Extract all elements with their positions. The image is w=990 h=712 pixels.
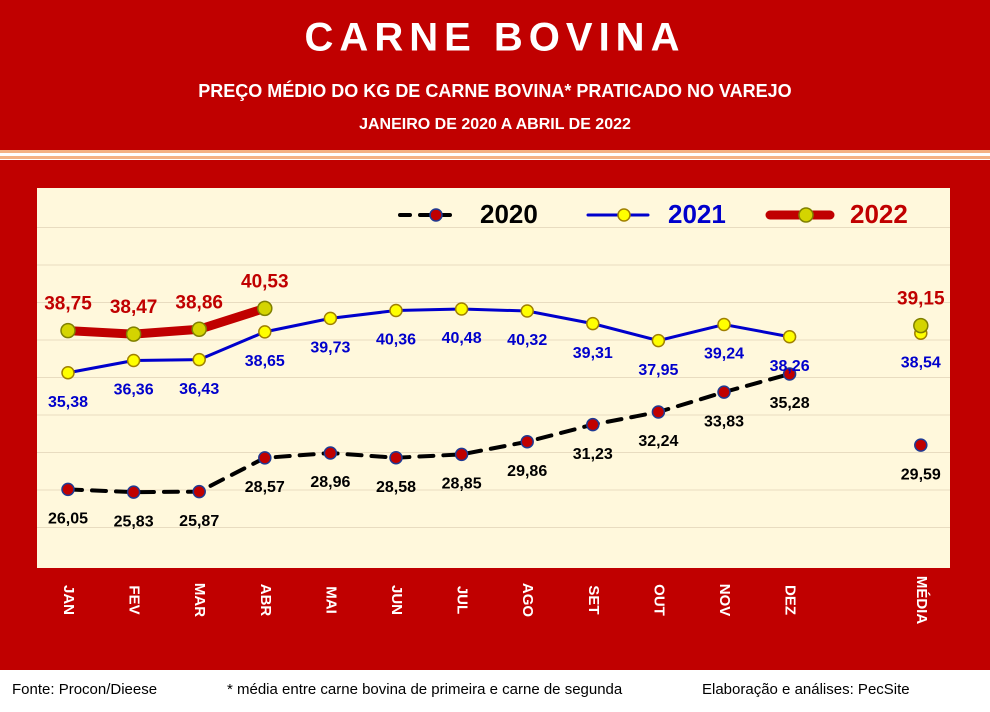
marker <box>651 405 666 419</box>
marker <box>125 326 142 342</box>
x-tick-label: ABR <box>257 584 274 617</box>
marker <box>586 316 600 331</box>
marker <box>520 435 534 449</box>
marker <box>258 451 272 465</box>
data-label: 40,32 <box>507 332 547 349</box>
series-line <box>63 303 270 339</box>
marker <box>192 484 206 499</box>
data-label: 38,86 <box>175 292 223 313</box>
marker <box>717 317 731 332</box>
marker <box>323 311 338 326</box>
data-label: 26,05 <box>48 511 88 528</box>
x-tick-label: FEV <box>126 585 143 614</box>
marker <box>191 321 207 337</box>
marker <box>586 417 600 432</box>
series-line <box>66 307 792 375</box>
marker <box>782 330 797 344</box>
x-tick-label: JAN <box>60 585 77 615</box>
data-label: 36,43 <box>179 381 219 398</box>
data-label: 31,23 <box>573 446 613 463</box>
data-label: 40,36 <box>376 332 416 349</box>
marker <box>717 385 731 399</box>
data-label: 28,58 <box>376 479 416 496</box>
x-tick-label: JUL <box>454 586 471 614</box>
x-tick-label: SET <box>585 585 602 614</box>
x-tick-label: NOV <box>716 584 733 617</box>
x-tick-label: JUN <box>388 585 405 615</box>
data-label: 28,57 <box>245 479 285 496</box>
marker <box>782 367 797 381</box>
marker <box>60 322 76 339</box>
data-label: 39,31 <box>573 345 613 362</box>
legend-marker <box>617 208 631 222</box>
marker <box>257 300 273 317</box>
marker <box>61 482 75 497</box>
data-label: 33,83 <box>704 413 744 430</box>
data-label: 38,47 <box>110 297 158 318</box>
x-tick-label: AGO <box>519 583 536 618</box>
data-label: 37,95 <box>638 362 678 379</box>
data-label: 32,24 <box>638 433 678 450</box>
subtitle: PREÇO MÉDIO DO KG DE CARNE BOVINA* PRATI… <box>198 80 791 101</box>
marker <box>454 447 469 462</box>
data-label: 38,54 <box>901 354 941 371</box>
data-label: 40,53 <box>241 271 289 292</box>
chart-title: CARNE BOVINA <box>305 16 686 60</box>
marker <box>126 485 141 499</box>
legend-label: 2020 <box>480 199 538 229</box>
data-label: 38,26 <box>770 358 810 375</box>
data-label: 35,38 <box>48 394 88 411</box>
x-tick-label: DEZ <box>782 585 799 615</box>
data-label: 40,48 <box>442 330 482 347</box>
x-tick-label: MAI <box>322 586 339 614</box>
x-tick-label: MÉDIA <box>913 576 930 625</box>
x-tick-label: OUT <box>650 584 667 616</box>
marker <box>258 325 272 339</box>
header <box>0 0 990 150</box>
data-label: 35,28 <box>770 395 810 412</box>
data-label: 29,59 <box>901 466 941 483</box>
marker <box>192 352 206 367</box>
data-label: 25,87 <box>179 513 219 530</box>
note: Elaboração e análises: PecSite <box>702 681 910 698</box>
data-label: 28,85 <box>442 476 482 493</box>
marker <box>323 446 338 460</box>
marker <box>126 353 141 368</box>
marker <box>914 438 928 452</box>
marker <box>651 333 666 348</box>
marker <box>389 451 403 465</box>
data-label: 28,96 <box>310 474 350 491</box>
data-label: 39,15 <box>897 289 945 310</box>
legend-marker <box>429 208 443 222</box>
marker <box>389 303 403 318</box>
legend-label: 2022 <box>850 199 908 229</box>
series-line <box>66 372 792 495</box>
x-tick-label: MAR <box>191 583 208 617</box>
data-label: 25,83 <box>114 513 154 530</box>
stripe <box>0 150 990 153</box>
marker <box>520 304 534 318</box>
marker <box>61 366 75 380</box>
data-label: 29,86 <box>507 463 547 480</box>
data-label: 38,65 <box>245 353 285 370</box>
note: Fonte: Procon/Dieese <box>12 681 157 698</box>
data-label: 39,24 <box>704 346 744 363</box>
period: JANEIRO DE 2020 A ABRIL DE 2022 <box>359 116 631 133</box>
data-label: 36,36 <box>114 382 154 399</box>
note: * média entre carne bovina de primeira e… <box>227 681 623 698</box>
stripe <box>0 156 990 159</box>
data-label: 39,73 <box>310 340 350 357</box>
legend-marker <box>798 207 814 223</box>
data-label: 38,75 <box>44 294 92 315</box>
marker <box>454 302 469 316</box>
marker <box>913 317 929 334</box>
legend-label: 2021 <box>668 199 726 229</box>
